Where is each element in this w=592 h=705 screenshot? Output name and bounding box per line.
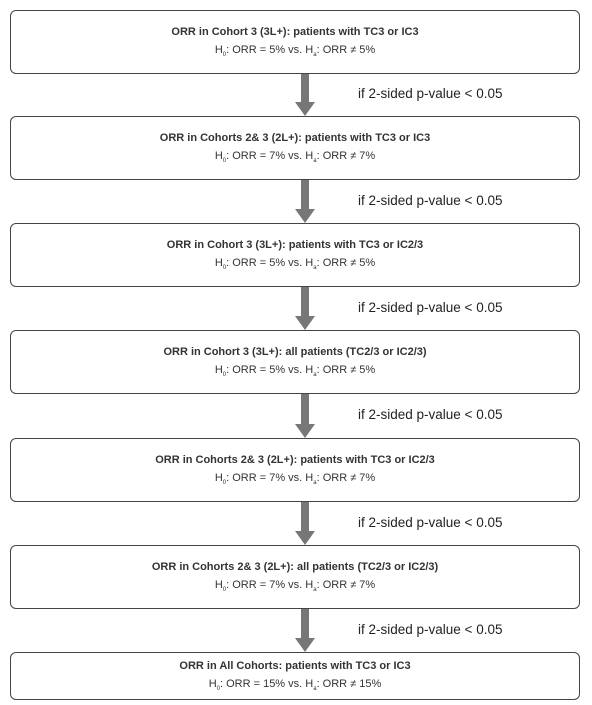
null-symbol: H — [214, 363, 223, 376]
null-text: : ORR = 7% vs. — [226, 471, 306, 484]
alt-symbol: H — [305, 256, 314, 269]
null-subscript: 0 — [222, 265, 227, 272]
step-box: ORR in Cohort 3 (3L+): patients with TC3… — [10, 10, 580, 74]
null-symbol: H — [214, 149, 223, 162]
null-text: : ORR = 7% vs. — [226, 578, 306, 591]
step-box: ORR in Cohort 3 (3L+): all patients (TC2… — [10, 330, 580, 394]
alt-symbol: H — [305, 149, 314, 162]
alt-text: : ORR ≠ 5% — [316, 256, 376, 269]
hypothesis: H0: ORR = 5% vs. Ha: ORR ≠ 5% — [11, 364, 579, 378]
null-symbol: H — [208, 677, 217, 690]
null-symbol: H — [214, 471, 223, 484]
alt-subscript: a — [313, 52, 317, 59]
alt-text: : ORR ≠ 15% — [316, 677, 382, 690]
null-symbol: H — [214, 256, 223, 269]
alt-text: : ORR ≠ 7% — [316, 471, 376, 484]
null-text: : ORR = 5% vs. — [226, 256, 306, 269]
null-subscript: 0 — [222, 52, 227, 59]
arrow-shape — [295, 287, 315, 330]
condition-label: if 2-sided p-value < 0.05 — [358, 299, 503, 315]
null-subscript: 0 — [216, 686, 220, 693]
arrow — [295, 609, 315, 652]
alt-text: : ORR ≠ 5% — [316, 43, 376, 56]
hypothesis: H0: ORR = 7% vs. Ha: ORR ≠ 7% — [11, 150, 579, 164]
alt-symbol: H — [305, 677, 314, 690]
alt-text: : ORR ≠ 7% — [316, 578, 376, 591]
step-title: ORR in Cohorts 2& 3 (2L+): all patients … — [151, 560, 439, 573]
step-title: ORR in All Cohorts: patients with TC3 or… — [179, 659, 411, 672]
null-text: : ORR = 5% vs. — [226, 363, 306, 376]
step-box: ORR in Cohort 3 (3L+): patients with TC3… — [10, 223, 580, 287]
hypothesis: H0: ORR = 7% vs. Ha: ORR ≠ 7% — [11, 579, 579, 593]
arrow — [295, 502, 315, 545]
condition-label: if 2-sided p-value < 0.05 — [358, 192, 503, 208]
arrow-shape — [295, 394, 315, 438]
step-box: ORR in Cohorts 2& 3 (2L+): all patients … — [10, 545, 580, 609]
condition-label: if 2-sided p-value < 0.05 — [358, 86, 503, 101]
null-subscript: 0 — [222, 480, 227, 487]
alt-text: : ORR ≠ 5% — [316, 363, 376, 376]
arrow-shape — [295, 609, 315, 652]
arrow — [295, 180, 315, 223]
arrow-shape — [295, 502, 315, 545]
alt-subscript: a — [313, 158, 317, 165]
step-title: ORR in Cohort 3 (3L+): patients with TC3… — [166, 238, 424, 251]
null-text: : ORR = 5% vs. — [226, 43, 306, 56]
alt-symbol: H — [305, 578, 314, 591]
arrow-shape — [295, 180, 315, 223]
alt-subscript: a — [313, 686, 317, 693]
step-title: ORR in Cohort 3 (3L+): patients with TC3… — [171, 25, 419, 38]
alt-subscript: a — [313, 372, 317, 379]
arrow — [295, 74, 315, 116]
condition-label: if 2-sided p-value < 0.05 — [358, 514, 503, 530]
hypothesis: H0: ORR = 5% vs. Ha: ORR ≠ 5% — [11, 257, 579, 271]
arrow-shape — [295, 74, 315, 116]
condition-label: if 2-sided p-value < 0.05 — [358, 621, 503, 637]
hypothesis: H0: ORR = 5% vs. Ha: ORR ≠ 5% — [11, 44, 579, 58]
condition-label: if 2-sided p-value < 0.05 — [358, 407, 503, 422]
step-title: ORR in Cohorts 2& 3 (2L+): patients with… — [159, 131, 431, 144]
step-box: ORR in All Cohorts: patients with TC3 or… — [10, 652, 580, 700]
alt-subscript: a — [313, 480, 317, 487]
hypothesis: H0: ORR = 15% vs. Ha: ORR ≠ 15% — [11, 678, 579, 692]
null-subscript: 0 — [222, 158, 227, 165]
arrow — [295, 287, 315, 330]
alt-symbol: H — [305, 43, 314, 56]
alt-symbol: H — [305, 471, 314, 484]
null-symbol: H — [214, 43, 223, 56]
alt-symbol: H — [305, 363, 314, 376]
null-subscript: 0 — [222, 372, 227, 379]
step-box: ORR in Cohorts 2& 3 (2L+): patients with… — [10, 438, 580, 502]
arrow — [295, 394, 315, 438]
alt-text: : ORR ≠ 7% — [316, 149, 376, 162]
null-subscript: 0 — [222, 587, 227, 594]
step-title: ORR in Cohorts 2& 3 (2L+): patients with… — [155, 453, 435, 466]
null-text: : ORR = 15% vs. — [219, 677, 306, 690]
hypothesis: H0: ORR = 7% vs. Ha: ORR ≠ 7% — [11, 472, 579, 486]
alt-subscript: a — [313, 265, 317, 272]
step-title: ORR in Cohort 3 (3L+): all patients (TC2… — [163, 345, 427, 358]
alt-subscript: a — [313, 587, 317, 594]
null-symbol: H — [214, 578, 223, 591]
step-box: ORR in Cohorts 2& 3 (2L+): patients with… — [10, 116, 580, 180]
null-text: : ORR = 7% vs. — [226, 149, 306, 162]
